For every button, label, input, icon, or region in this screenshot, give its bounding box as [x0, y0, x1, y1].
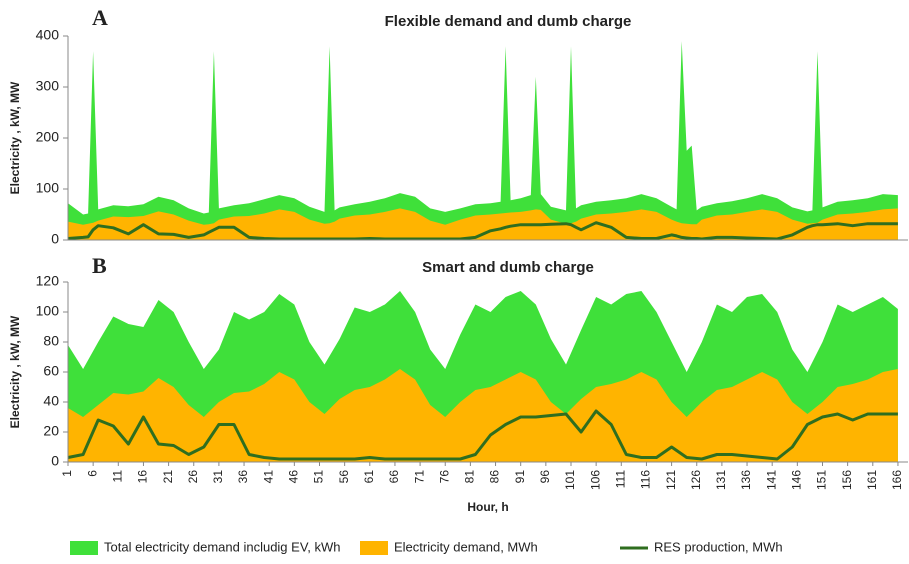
y-tick-label: 100 [36, 180, 60, 196]
x-tick-label: 51 [312, 470, 326, 484]
x-tick-label: 11 [110, 470, 124, 483]
y-tick-label: 100 [36, 303, 60, 319]
y-tick-label: 80 [43, 333, 59, 349]
y-tick-label: 20 [43, 423, 59, 439]
x-tick-label: 61 [362, 470, 376, 484]
x-tick-label: 161 [865, 470, 879, 490]
x-tick-label: 1 [60, 470, 74, 477]
y-tick-label: 300 [36, 78, 60, 94]
x-tick-label: 31 [211, 470, 225, 484]
y-axis-label: Electricity , kW, MW [8, 315, 22, 428]
panel-label: A [92, 5, 108, 30]
x-tick-label: 151 [815, 470, 829, 490]
x-tick-label: 91 [513, 470, 527, 484]
x-tick-label: 66 [387, 470, 401, 484]
x-tick-label: 76 [437, 470, 451, 484]
x-tick-label: 46 [287, 470, 301, 484]
x-tick-label: 26 [186, 470, 200, 484]
legend-swatch [360, 541, 388, 555]
line [67, 221, 898, 241]
x-tick-label: 21 [161, 470, 175, 484]
x-tick-label: 126 [689, 470, 703, 490]
x-tick-label: 81 [463, 470, 477, 484]
x-tick-label: 116 [639, 470, 653, 489]
x-tick-label: 121 [664, 470, 678, 490]
x-tick-label: 6 [85, 470, 99, 477]
x-tick-label: 156 [840, 470, 854, 490]
x-tick-label: 41 [261, 470, 275, 484]
y-tick-label: 120 [36, 273, 60, 289]
x-tick-label: 136 [739, 470, 753, 490]
y-tick-label: 400 [36, 27, 60, 43]
x-tick-label: 101 [563, 470, 577, 490]
y-tick-label: 0 [51, 231, 59, 247]
x-tick-label: 96 [538, 470, 552, 484]
panel-label: B [92, 253, 107, 278]
line [67, 409, 898, 461]
y-tick-label: 40 [43, 393, 59, 409]
x-tick-label: 141 [764, 470, 778, 490]
x-tick-label: 56 [337, 470, 351, 484]
legend-label: Electricity demand, MWh [394, 539, 538, 554]
x-tick-label: 16 [136, 470, 150, 484]
area [68, 41, 898, 240]
y-tick-label: 60 [43, 363, 59, 379]
y-tick-label: 200 [36, 129, 60, 145]
x-tick-label: 86 [488, 470, 502, 484]
area [68, 208, 898, 240]
x-tick-label: 111 [613, 470, 627, 489]
legend-swatch [70, 541, 98, 555]
x-tick-label: 146 [790, 470, 804, 490]
y-tick-label: 0 [51, 453, 59, 469]
area [68, 369, 898, 462]
legend-label: Total electricity demand includig EV, kW… [104, 539, 341, 554]
x-tick-label: 71 [412, 470, 426, 484]
x-tick-label: 106 [588, 470, 602, 490]
x-tick-label: 131 [714, 470, 728, 490]
x-axis-label: Hour, h [467, 500, 508, 514]
legend-label: RES production, MWh [654, 539, 783, 554]
x-tick-label: 36 [236, 470, 250, 484]
y-axis-label: Electricity , kW, MW [8, 81, 22, 194]
chart-title: Smart and dumb charge [422, 259, 594, 276]
chart-title: Flexible demand and dumb charge [385, 13, 632, 30]
x-tick-label: 166 [890, 470, 904, 490]
